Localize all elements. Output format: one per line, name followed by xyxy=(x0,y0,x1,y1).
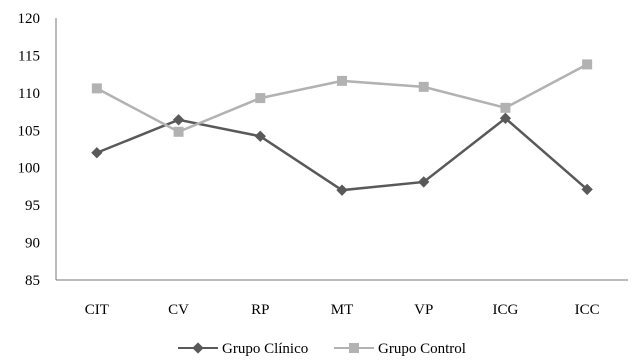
data-point-grupo-clinico xyxy=(254,130,266,142)
x-tick-label: CIT xyxy=(85,302,109,318)
y-tick-label: 85 xyxy=(25,273,40,289)
series-line-grupo-clinico xyxy=(96,116,588,192)
y-tick-label: 115 xyxy=(18,48,40,64)
data-point-grupo-control xyxy=(91,83,102,94)
data-point-grupo-control xyxy=(582,59,593,70)
data-point-grupo-clinico xyxy=(581,183,593,196)
data-point-grupo-clinico xyxy=(336,184,348,196)
data-point-grupo-control xyxy=(418,81,429,92)
legend: Grupo Clínico Grupo Control xyxy=(178,341,466,357)
legend-label-grupo-clinico: Grupo Clínico xyxy=(222,341,308,357)
y-tick-label: 100 xyxy=(18,161,41,177)
y-tick-label: 90 xyxy=(25,236,40,252)
x-tick-label: MT xyxy=(331,302,354,318)
y-tick-label: 110 xyxy=(18,86,40,102)
x-tick-label: ICC xyxy=(575,302,600,318)
legend-label-grupo-control: Grupo Control xyxy=(378,341,466,357)
legend-marker-grupo-clinico xyxy=(192,342,204,354)
data-point-grupo-control xyxy=(173,126,184,137)
series-line-grupo-control xyxy=(96,63,588,134)
data-point-grupo-control xyxy=(337,75,347,86)
x-tick-label: VP xyxy=(414,302,433,318)
legend-marker-grupo-control xyxy=(349,343,359,353)
x-tick-label: RP xyxy=(251,302,269,318)
data-point-grupo-control xyxy=(255,93,266,104)
x-axis-labels: CIT CV RP MT VP ICG ICC xyxy=(85,302,600,318)
series-layer xyxy=(91,59,593,196)
y-tick-label: 95 xyxy=(25,198,40,214)
data-point-grupo-clinico xyxy=(418,176,430,188)
legend-item-grupo-clinico: Grupo Clínico xyxy=(178,341,308,357)
y-tick-label: 120 xyxy=(18,11,41,27)
y-tick-label: 105 xyxy=(18,123,41,139)
y-axis-ticks: 85 90 95 100 105 110 115 120 xyxy=(18,11,41,289)
legend-item-grupo-control: Grupo Control xyxy=(334,341,466,357)
x-tick-label: CV xyxy=(168,302,189,318)
data-point-grupo-control xyxy=(500,102,511,113)
data-point-grupo-clinico xyxy=(172,114,185,126)
x-tick-label: ICG xyxy=(493,302,519,318)
data-point-grupo-clinico xyxy=(91,147,103,159)
